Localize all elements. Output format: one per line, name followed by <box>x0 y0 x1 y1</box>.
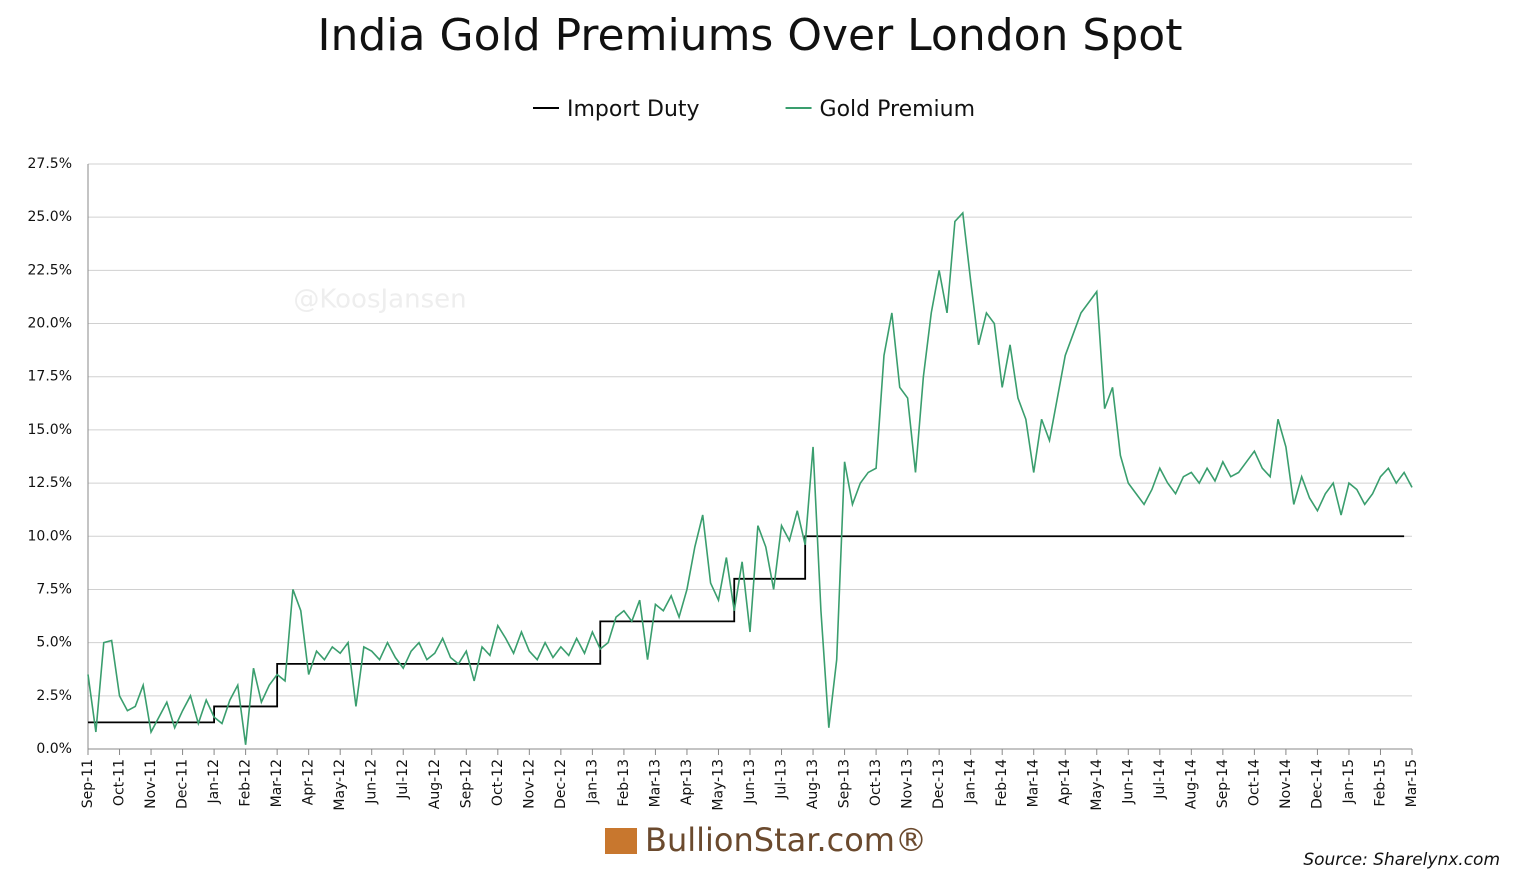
x-tick-label: Jan-13 <box>584 759 600 804</box>
source: Source: Sharelynx.com <box>1303 850 1500 870</box>
y-tick-label: 2.5% <box>36 688 72 704</box>
x-tick-label: Oct-12 <box>490 759 506 806</box>
x-tick-label: Sep-11 <box>80 759 96 808</box>
x-tick-label: May-13 <box>710 759 726 811</box>
series-line <box>88 535 1405 724</box>
y-tick-label: 12.5% <box>28 475 72 491</box>
x-tick-label: Feb-13 <box>616 759 632 807</box>
x-tick-label: Oct-14 <box>1246 759 1262 806</box>
x-tick-label: Mar-12 <box>269 759 285 807</box>
x-tick-label: Sep-14 <box>1215 759 1231 808</box>
x-tick-label: Mar-15 <box>1404 759 1420 807</box>
watermark: @KoosJansen <box>293 285 466 315</box>
x-tick-label: Mar-13 <box>647 759 663 807</box>
logo-icon <box>605 828 637 854</box>
x-tick-label: Jun-12 <box>364 759 380 805</box>
x-tick-label: Jun-13 <box>742 759 758 805</box>
x-tick-label: Dec-13 <box>931 759 947 809</box>
x-tick-label: Aug-12 <box>427 759 443 809</box>
x-tick-label: Dec-11 <box>175 759 191 809</box>
x-tick-label: Apr-13 <box>679 759 695 805</box>
y-tick-label: 22.5% <box>28 262 72 278</box>
x-tick-label: Oct-11 <box>112 759 128 806</box>
x-tick-label: Jul-13 <box>774 759 790 800</box>
x-tick-label: Oct-13 <box>868 759 884 806</box>
logo: BullionStar.com® <box>645 821 927 859</box>
x-tick-label: Jun-14 <box>1120 759 1136 805</box>
x-tick-label: Nov-13 <box>900 759 916 809</box>
x-tick-label: May-14 <box>1089 759 1105 811</box>
x-tick-label: Apr-14 <box>1057 759 1073 805</box>
x-tick-label: May-12 <box>332 759 348 811</box>
x-tick-label: Dec-12 <box>553 759 569 809</box>
x-tick-label: Dec-14 <box>1309 759 1325 809</box>
series-line <box>87 211 1413 745</box>
legend-label: Gold Premium <box>820 97 975 122</box>
legend-label: Import Duty <box>567 97 700 122</box>
x-tick-label: Jul-12 <box>395 759 411 800</box>
y-tick-label: 15.0% <box>28 422 72 438</box>
y-tick-label: 17.5% <box>28 369 72 385</box>
x-tick-label: Feb-14 <box>994 759 1010 807</box>
x-tick-label: Aug-13 <box>805 759 821 809</box>
y-tick-label: 25.0% <box>28 209 72 225</box>
x-tick-label: Feb-12 <box>238 759 254 807</box>
x-tick-label: Jan-14 <box>963 759 979 805</box>
x-tick-label: Nov-12 <box>521 759 537 809</box>
y-tick-label: 7.5% <box>36 581 72 597</box>
x-tick-label: Aug-14 <box>1183 759 1199 809</box>
chart-title: India Gold Premiums Over London Spot <box>318 10 1183 61</box>
x-tick-label: Apr-12 <box>301 759 317 805</box>
x-tick-label: Sep-13 <box>837 759 853 808</box>
x-tick-label: Nov-14 <box>1278 759 1294 809</box>
x-tick-label: Jan-12 <box>206 759 222 804</box>
x-tick-label: Feb-15 <box>1372 759 1388 807</box>
x-tick-label: Nov-11 <box>143 759 159 809</box>
y-tick-label: 5.0% <box>36 635 72 651</box>
x-tick-label: Mar-14 <box>1026 759 1042 807</box>
x-tick-label: Jan-15 <box>1341 759 1357 804</box>
x-tick-label: Jul-14 <box>1152 759 1168 800</box>
y-tick-label: 27.5% <box>28 156 72 172</box>
x-tick-label: Sep-12 <box>458 759 474 808</box>
y-tick-label: 0.0% <box>36 741 72 757</box>
y-tick-label: 10.0% <box>28 528 72 544</box>
y-tick-label: 20.0% <box>28 316 72 332</box>
